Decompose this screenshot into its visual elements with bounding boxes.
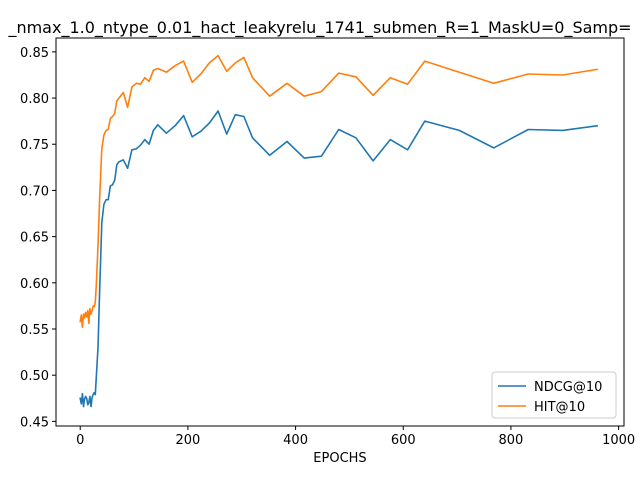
- chart-title: _nmax_1.0_ntype_0.01_hact_leakyrelu_1741…: [7, 18, 631, 38]
- plot-area: [55, 37, 625, 427]
- series-line-ndcg-10: [79, 110, 598, 408]
- axes-frame: [55, 37, 625, 427]
- y-tick-label: 0.85: [20, 46, 49, 61]
- y-tick-label: 0.45: [20, 415, 49, 430]
- series-layer: [79, 54, 599, 408]
- y-axis: 0.45 0.50 0.55 0.60 0.65 0.70 0.75 0.80 0.85: [20, 46, 56, 430]
- y-tick-label: 0.70: [20, 184, 49, 199]
- y-tick-label: 0.60: [20, 277, 49, 292]
- x-tick-label: 800: [499, 433, 524, 448]
- x-tick-label: 200: [175, 433, 200, 448]
- y-tick-label: 0.75: [20, 138, 49, 153]
- legend-label: NDCG@10: [534, 380, 602, 395]
- x-tick-label: 0: [76, 433, 84, 448]
- plot-background: [56, 38, 624, 426]
- x-tick-label: 600: [391, 433, 416, 448]
- y-tick-label: 0.50: [20, 369, 49, 384]
- x-tick-label: 400: [283, 433, 308, 448]
- legend: NDCG@10 HIT@10: [491, 371, 617, 419]
- y-tick-label: 0.65: [20, 231, 49, 246]
- legend-label: HIT@10: [534, 400, 585, 415]
- series-line-hit-10: [79, 54, 599, 329]
- x-axis: 0 200 400 600 800 1000: [76, 426, 635, 448]
- y-tick-label: 0.80: [20, 92, 49, 107]
- y-tick-label: 0.55: [20, 323, 49, 338]
- x-tick-label: 1000: [602, 433, 635, 448]
- x-axis-label: EPOCHS: [313, 451, 366, 466]
